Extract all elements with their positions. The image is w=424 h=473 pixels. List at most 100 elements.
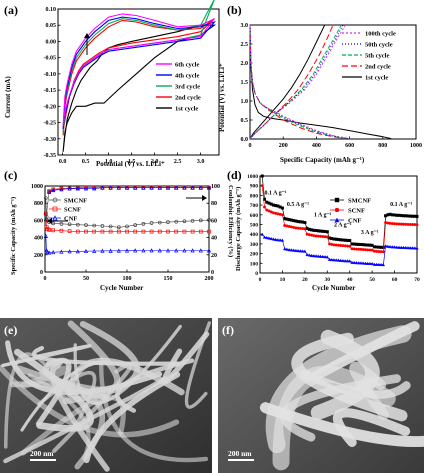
x-tick-label: 200 bbox=[205, 276, 214, 282]
panel-d-series bbox=[260, 174, 419, 267]
data-point bbox=[116, 185, 121, 190]
data-point bbox=[363, 261, 368, 265]
panel-d: (d) 0 10 20 30 40 50 60 70010020030040050060070… bbox=[227, 168, 420, 292]
panel-b-label: (b) bbox=[227, 3, 242, 17]
x-tick-label: 200 bbox=[279, 143, 288, 149]
data-point bbox=[43, 218, 48, 223]
y-tick-label: 0.05 bbox=[46, 23, 57, 29]
series-CNF-efficiency bbox=[48, 187, 209, 193]
data-point bbox=[278, 238, 282, 242]
legend-label: 1st cycle bbox=[175, 106, 198, 113]
y2-tick-label: 0 bbox=[211, 270, 214, 276]
panel-c-axis-ticks: 0 50 100 150 2000200400600800100002040608010… bbox=[31, 184, 220, 282]
y-tick-label: -0.10 bbox=[44, 72, 57, 78]
data-point bbox=[318, 254, 323, 258]
data-point bbox=[312, 253, 316, 258]
data-point bbox=[361, 261, 365, 265]
nanofiber bbox=[20, 365, 70, 389]
x-tick-label: 1.5 bbox=[128, 159, 136, 165]
nanofiber bbox=[83, 371, 181, 464]
panel-d-legend: SMCNF SCNF CNF bbox=[330, 198, 371, 225]
panel-a-legend: 6th cycle 4th cycle 3rd cycle 2nd cycle 1st … bbox=[156, 62, 201, 113]
data-point bbox=[343, 259, 347, 263]
panel-a-frame bbox=[57, 8, 220, 156]
data-point bbox=[206, 185, 212, 190]
data-point bbox=[47, 228, 51, 232]
data-point bbox=[83, 248, 89, 254]
panel-a-axis-ticks: 0.0 0.5 1.0 1.5 2.0 2.5 3.0 0.10 0.05 0.00 -0.05 -0… bbox=[44, 7, 205, 165]
legend-label: 100th cycle bbox=[365, 31, 396, 38]
y-tick-label: 200 bbox=[250, 252, 259, 258]
data-point bbox=[314, 254, 318, 258]
data-point bbox=[406, 245, 410, 250]
panel-a: (a) 0.0 0.5 1.0 1.5 2.0 2.5 3.0 0.10 0.05 0.00 -0.… bbox=[4, 0, 220, 168]
nanofiber bbox=[42, 359, 111, 402]
data-point bbox=[300, 249, 305, 253]
gc-2nd-cycle-discharge bbox=[249, 24, 345, 140]
data-point bbox=[287, 247, 291, 252]
legend-label: SMCNF bbox=[64, 198, 87, 205]
data-point bbox=[84, 223, 88, 227]
y-tick-label: 0.10 bbox=[46, 7, 57, 13]
data-point bbox=[149, 185, 154, 190]
x-tick-label: 0 bbox=[259, 277, 262, 283]
panel-d-annotations: 0.1 A g⁻¹0.5 A g⁻¹1 A g⁻¹2 A g⁻¹3 A g⁻¹0… bbox=[264, 190, 412, 236]
data-point bbox=[198, 218, 203, 223]
data-point bbox=[325, 255, 329, 259]
data-point bbox=[383, 244, 388, 248]
data-point bbox=[298, 249, 302, 253]
legend-marker bbox=[52, 215, 58, 221]
legend-label: 1st cycle bbox=[365, 75, 388, 82]
data-point bbox=[133, 229, 138, 234]
data-point bbox=[83, 186, 89, 191]
data-point bbox=[174, 229, 179, 234]
data-point bbox=[100, 229, 105, 234]
data-point bbox=[327, 257, 332, 261]
data-point bbox=[116, 229, 121, 234]
data-point bbox=[67, 222, 72, 227]
panel-b-legend: 100th cycle 50th cycle 5th cycle 2nd cycle 1… bbox=[342, 31, 396, 82]
data-point bbox=[401, 245, 406, 249]
data-point bbox=[392, 245, 397, 249]
legend-label: 5th cycle bbox=[365, 53, 389, 60]
panel-e-label: (e) bbox=[4, 323, 17, 337]
rate-annotation: 0.1 A g⁻¹ bbox=[264, 190, 286, 196]
y2-tick-label: 100 bbox=[211, 184, 220, 190]
data-point bbox=[198, 229, 203, 234]
legend-label: SCNF bbox=[64, 207, 81, 214]
x-tick-label: 800 bbox=[378, 143, 387, 149]
panel-c-ylabel: Specific Capacity (mAh g⁻¹) bbox=[10, 197, 17, 275]
data-point bbox=[75, 229, 80, 234]
legend-label: 6th cycle bbox=[175, 62, 199, 69]
data-point bbox=[262, 235, 267, 239]
data-point bbox=[410, 246, 415, 250]
rate-annotation: 3 A g⁻¹ bbox=[361, 230, 379, 236]
data-point bbox=[381, 250, 385, 254]
data-point bbox=[166, 220, 170, 224]
legend-label: CNF bbox=[348, 218, 361, 225]
panel-b-series bbox=[249, 24, 392, 140]
data-point bbox=[174, 185, 179, 190]
legend-label: 50th cycle bbox=[365, 42, 393, 49]
y2-tick-label: 20 bbox=[211, 253, 217, 259]
panel-a-label: (a) bbox=[4, 3, 18, 17]
y-tick-label: 900 bbox=[250, 184, 259, 190]
y-tick-label: 100 bbox=[250, 261, 259, 267]
panel-e-scale-text: 200 nm bbox=[30, 449, 54, 458]
data-point bbox=[415, 214, 419, 218]
legend-marker bbox=[52, 197, 58, 203]
data-point bbox=[133, 223, 138, 227]
data-point bbox=[59, 249, 64, 254]
data-point bbox=[330, 257, 334, 262]
panel-c-left-arrowhead bbox=[47, 218, 52, 224]
y-tick-label: 700 bbox=[250, 203, 259, 209]
legend-label: 2nd cycle bbox=[365, 64, 391, 71]
data-point bbox=[316, 254, 320, 258]
x-tick-label: 0.5 bbox=[82, 159, 90, 165]
x-tick-label: 1000 bbox=[410, 143, 422, 149]
data-point bbox=[141, 185, 146, 190]
x-tick-label: 400 bbox=[312, 143, 321, 149]
panel-a-series bbox=[62, 0, 217, 152]
y-tick-label: 1000 bbox=[247, 174, 258, 180]
data-point bbox=[267, 236, 271, 240]
